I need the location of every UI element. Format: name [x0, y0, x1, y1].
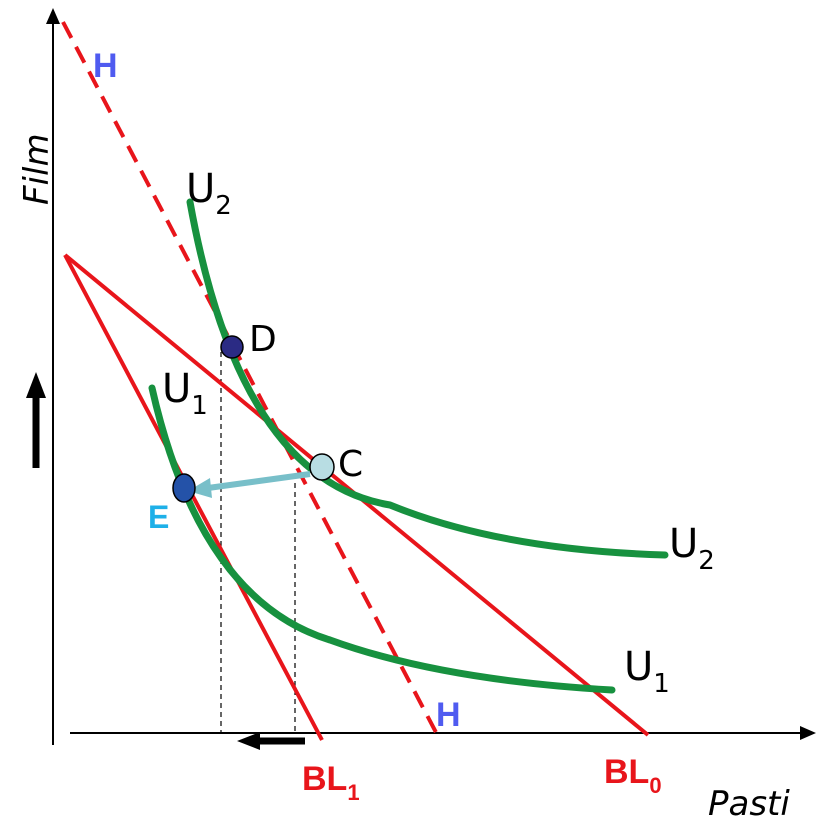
curve-label-u2-top: U2 [186, 166, 232, 221]
curve-label-u1-top: U1 [162, 366, 208, 421]
hicks-label-top: H [93, 47, 118, 85]
point-d-label: D [249, 319, 277, 360]
y-axis-arrowhead [46, 8, 60, 24]
x-axis-arrowhead [800, 726, 816, 740]
x-axis-label: Pasti [708, 784, 790, 822]
up-arrow-head [26, 372, 46, 398]
budget-line-bl1 [63, 254, 324, 741]
hicks-line [61, 21, 442, 741]
point-d [220, 335, 244, 359]
point-c-label: C [338, 444, 363, 485]
hicks-label-bottom: H [436, 696, 461, 734]
point-c [309, 453, 335, 481]
curve-label-u1-right: U1 [624, 644, 670, 699]
indifference-curve-u2 [186, 198, 669, 559]
substitution-arrow-shaft [207, 471, 311, 491]
left-arrow-head [237, 732, 260, 750]
point-e-label: E [148, 499, 169, 535]
budget-label-bl0: BL0 [604, 753, 662, 798]
substitution-arrow-head [188, 478, 212, 498]
point-e [172, 473, 196, 503]
y-axis-label: Film [17, 133, 57, 205]
curve-label-u2-right: U2 [669, 521, 715, 576]
budget-label-bl1: BL1 [302, 760, 360, 805]
